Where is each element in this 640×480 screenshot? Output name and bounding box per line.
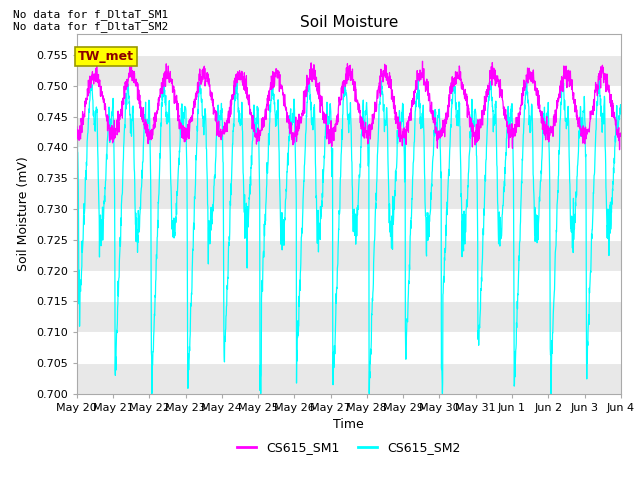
Text: No data for f_DltaT_SM2: No data for f_DltaT_SM2 [13, 21, 168, 32]
Bar [77, 55, 621, 86]
Bar [77, 301, 621, 332]
Text: No data for f_DltaT_SM1: No data for f_DltaT_SM1 [13, 9, 168, 20]
Y-axis label: Soil Moisture (mV): Soil Moisture (mV) [17, 156, 30, 271]
Bar [77, 240, 621, 271]
Text: TW_met: TW_met [78, 50, 134, 63]
Title: Soil Moisture: Soil Moisture [300, 15, 398, 30]
Bar [77, 117, 621, 147]
Legend: CS615_SM1, CS615_SM2: CS615_SM1, CS615_SM2 [232, 436, 465, 459]
X-axis label: Time: Time [333, 418, 364, 431]
Bar [77, 363, 621, 394]
Bar [77, 178, 621, 209]
